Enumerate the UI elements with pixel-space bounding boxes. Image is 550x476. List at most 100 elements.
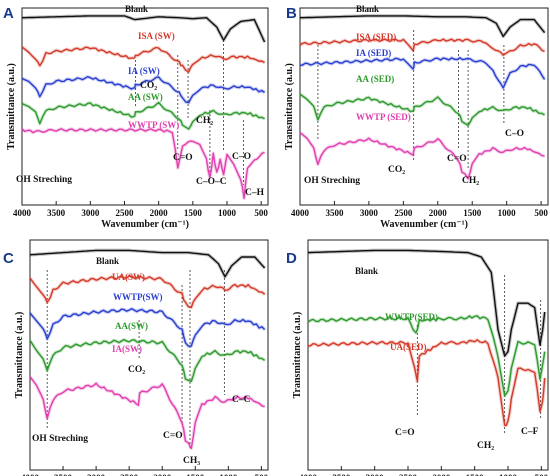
panel-A: A 4000 3500 3000 2500 2000 1500 1000 500 Wavenumb… — [3, 4, 269, 230]
x-tick-label: 500 — [534, 208, 548, 218]
x-tick-label: 1500 — [463, 208, 482, 218]
series-line — [299, 132, 545, 180]
panel-label: B — [286, 5, 297, 22]
x-tick-label: 4000 — [291, 208, 310, 218]
x-tick-label: 1000 — [218, 208, 237, 218]
series-line — [307, 339, 546, 427]
y-axis-label: Transmittance (a.u.) — [284, 63, 295, 150]
x-tick-label: 2000 — [150, 208, 169, 218]
peak-annotation: C=O — [447, 154, 467, 164]
peak-annotation: OH Streching — [16, 175, 72, 185]
peak-annotation: CH₂ — [477, 441, 494, 451]
x-tick-label: 500 — [255, 473, 269, 476]
peak-annotation: CO₂ — [388, 165, 405, 175]
series-label: UA(SW) — [112, 272, 145, 282]
series-label: IA (SW) — [128, 66, 160, 76]
series-label: WWTP(SW) — [113, 292, 163, 302]
series-line — [21, 76, 265, 104]
x-tick-label: 3000 — [87, 473, 106, 476]
peak-annotation: C=O — [395, 428, 415, 438]
series-line — [307, 249, 546, 357]
x-tick-label: 3000 — [81, 208, 100, 218]
series-label: ISA (SW) — [138, 31, 175, 41]
peak-annotation: CH₂ — [196, 116, 213, 126]
series-label: WWTP (SW) — [128, 120, 179, 130]
y-axis-label: Transmittance (a.u.) — [292, 312, 303, 399]
series-label: AA(SW) — [115, 321, 148, 331]
plot-frame — [29, 239, 269, 471]
series-line — [21, 46, 265, 73]
x-tick-label: 500 — [254, 208, 268, 218]
panel-D: D4000350030002500200015001000500Wavenumb… — [286, 239, 549, 476]
x-tick-label: 2500 — [116, 208, 135, 218]
x-tick-label: 3500 — [47, 208, 66, 218]
plot-frame — [307, 239, 549, 471]
series-label: AA (SED) — [356, 74, 394, 84]
x-tick-label: 3500 — [325, 208, 344, 218]
series-label: AA (SW) — [128, 92, 163, 102]
x-tick-label: 1000 — [499, 473, 518, 476]
peak-annotation: OH Streching — [32, 434, 88, 444]
series-label: Blank — [96, 256, 119, 266]
series-line — [29, 338, 266, 382]
x-tick-label: 4000 — [21, 473, 40, 476]
x-axis-label: Wavenumber (cm⁻¹) — [380, 219, 468, 230]
x-tick-label: 2000 — [432, 473, 451, 476]
series-line — [22, 15, 266, 43]
x-tick-label: 3000 — [366, 473, 385, 476]
peak-annotation: CH₃ — [183, 456, 200, 466]
x-tick-label: 1500 — [186, 473, 205, 476]
series-label: Blank — [356, 4, 379, 14]
series-label: WWTP(SED) — [385, 312, 438, 322]
x-tick-label: 1000 — [219, 473, 238, 476]
x-tick-label: 1500 — [466, 473, 485, 476]
x-tick-label: 2500 — [394, 208, 413, 218]
x-axis-label: Wavenumber (cm⁻¹) — [101, 219, 189, 230]
peak-annotation: CO₂ — [140, 81, 157, 91]
panel-label: A — [3, 5, 14, 22]
peak-annotation: CH₂ — [462, 176, 479, 186]
peak-annotation: OH Streching — [304, 176, 360, 186]
x-tick-label: 1000 — [498, 208, 517, 218]
peak-annotation: C–O — [505, 129, 524, 139]
x-tick-label: 2500 — [120, 473, 139, 476]
x-tick-label: 4000 — [299, 473, 318, 476]
peak-annotation: C–H — [245, 188, 265, 198]
y-axis-label: Transmittance (a.u.) — [14, 312, 25, 399]
series-label: IA (SED) — [356, 48, 391, 58]
series-label: ISA (SED) — [356, 32, 396, 42]
x-tick-label: 3500 — [332, 473, 351, 476]
series-line — [299, 38, 545, 56]
plot-frame — [299, 7, 549, 206]
series-line — [300, 15, 546, 38]
series-label: IA(SW) — [112, 344, 142, 354]
panel-B: B 4000 3500 3000 2500 2000 1500 1000 500 Wavenumb… — [284, 4, 549, 230]
series-line — [299, 93, 545, 126]
peak-annotation: C–O — [232, 152, 251, 162]
series-label: Blank — [355, 266, 378, 276]
peak-annotation: C–C — [232, 395, 251, 405]
panel-C: C4000350030002500200015001000500Wavenumb… — [3, 239, 269, 476]
x-tick-label: 4000 — [13, 208, 32, 218]
panel-label: D — [286, 250, 297, 267]
series-line — [21, 128, 265, 199]
peak-annotation: C=O — [163, 431, 183, 441]
series-label: WWTP (SED) — [356, 112, 411, 122]
panel-label: C — [3, 250, 14, 267]
series-label: UA(SED) — [390, 342, 427, 352]
series-line — [299, 57, 546, 89]
series-line — [29, 275, 266, 309]
x-tick-label: 2500 — [399, 473, 418, 476]
series-line — [307, 315, 546, 397]
series-label: Blank — [125, 4, 148, 14]
series-line — [29, 376, 265, 450]
x-tick-label: 2000 — [153, 473, 172, 476]
series-line — [21, 101, 265, 130]
x-tick-label: 1500 — [184, 208, 203, 218]
x-tick-label: 500 — [535, 473, 549, 476]
peak-annotation: C=O — [173, 153, 193, 163]
peak-annotation: C–O–C — [196, 177, 227, 187]
x-tick-label: 3000 — [360, 208, 379, 218]
peak-annotation: CO₂ — [128, 365, 145, 375]
